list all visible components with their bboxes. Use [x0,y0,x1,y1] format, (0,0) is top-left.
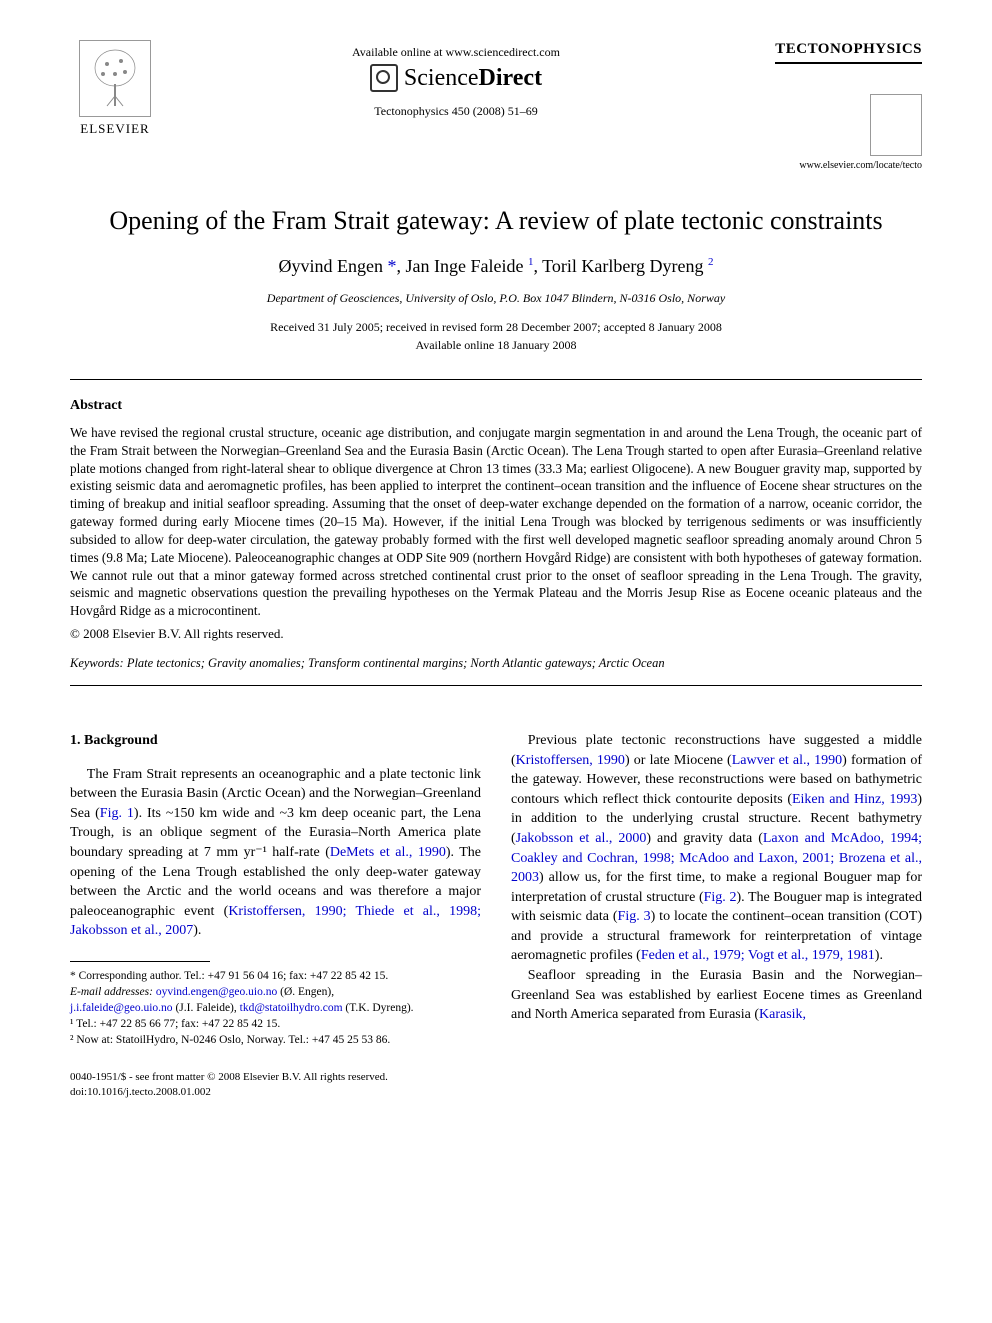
journal-cover-icon [870,94,922,156]
author-2: Jan Inge Faleide [405,256,523,276]
keywords-text: Plate tectonics; Gravity anomalies; Tran… [124,656,665,670]
author-1: Øyvind Engen [279,256,383,276]
affiliation: Department of Geosciences, University of… [70,291,922,306]
email-line-2: j.i.faleide@geo.uio.no (J.I. Faleide), t… [70,1000,481,1016]
journal-name: TECTONOPHYSICS [775,41,922,64]
publisher-name: ELSEVIER [80,121,149,137]
email-3[interactable]: tkd@statoilhydro.com [240,1002,343,1014]
abstract-heading: Abstract [70,398,922,414]
available-online-text: Available online at www.sciencedirect.co… [160,45,752,60]
column-left: 1. Background The Fram Strait represents… [70,731,481,1099]
center-header: Available online at www.sciencedirect.co… [160,40,752,119]
fig2-link[interactable]: Fig. 2 [704,890,737,905]
footer-line-1: 0040-1951/$ - see front matter © 2008 El… [70,1071,388,1083]
section-1-heading: 1. Background [70,731,481,751]
ref-lawver-link[interactable]: Lawver et al., 1990 [732,753,842,768]
email-label: E-mail addresses: [70,986,153,998]
footnote-2: ² Now at: StatoilHydro, N-0246 Oslo, Nor… [70,1032,481,1048]
sciencedirect-icon [370,64,398,92]
ref-kristoffersen2-link[interactable]: Kristoffersen, 1990 [516,753,625,768]
fig1-link[interactable]: Fig. 1 [100,806,134,821]
email-1[interactable]: oyvind.engen@geo.uio.no [156,986,277,998]
sciencedirect-logo: ScienceDirect [160,64,752,92]
keywords-line: Keywords: Plate tectonics; Gravity anoma… [70,656,922,671]
page-container: ELSEVIER Available online at www.science… [0,0,992,1129]
article-dates: Received 31 July 2005; received in revis… [70,318,922,354]
footnote-rule [70,961,210,962]
body-columns: 1. Background The Fram Strait represents… [70,731,922,1099]
copyright-line: © 2008 Elsevier B.V. All rights reserved… [70,626,922,642]
dates-line-1: Received 31 July 2005; received in revis… [270,320,722,334]
header-row: ELSEVIER Available online at www.science… [70,40,922,171]
ref-eiken-link[interactable]: Eiken and Hinz, 1993 [792,792,917,807]
sd-prefix: Science [404,65,479,91]
ref-feden-link[interactable]: Feden et al., 1979; Vogt et al., 1979, 1… [641,948,875,963]
author-3-mark[interactable]: 2 [704,256,714,276]
rule-bottom [70,685,922,686]
journal-branding: TECTONOPHYSICS www.elsevier.com/locate/t… [752,40,922,171]
journal-reference: Tectonophysics 450 (2008) 51–69 [160,104,752,119]
author-3: Toril Karlberg Dyreng [542,256,703,276]
col2-para-1: Previous plate tectonic reconstructions … [511,731,922,966]
rule-top [70,379,922,380]
sd-suffix: Direct [479,65,543,91]
ref-karasik-link[interactable]: Karasik, [759,1007,806,1022]
author-1-mark[interactable]: * [383,256,397,276]
dates-line-2: Available online 18 January 2008 [415,338,576,352]
ref-jakobsson-link[interactable]: Jakobsson et al., 2000 [516,831,647,846]
author-2-mark[interactable]: 1 [523,256,533,276]
email-2[interactable]: j.i.faleide@geo.uio.no [70,1002,173,1014]
abstract-body: We have revised the regional crustal str… [70,424,922,620]
publisher-logo: ELSEVIER [70,40,160,140]
elsevier-tree-icon [79,40,151,117]
footnotes-block: * Corresponding author. Tel.: +47 91 56 … [70,968,481,1048]
fig3-link[interactable]: Fig. 3 [618,909,651,924]
footer-line-2: doi:10.1016/j.tecto.2008.01.002 [70,1086,211,1098]
sciencedirect-text: ScienceDirect [404,65,542,92]
email-addresses: E-mail addresses: oyvind.engen@geo.uio.n… [70,984,481,1000]
footnote-1: ¹ Tel.: +47 22 85 66 77; fax: +47 22 85 … [70,1016,481,1032]
footer-block: 0040-1951/$ - see front matter © 2008 El… [70,1070,481,1099]
authors-line: Øyvind Engen *, Jan Inge Faleide 1, Tori… [70,256,922,277]
journal-url: www.elsevier.com/locate/tecto [752,160,922,171]
column-right: Previous plate tectonic reconstructions … [511,731,922,1099]
article-title: Opening of the Fram Strait gateway: A re… [70,206,922,236]
col2-para-2: Seafloor spreading in the Eurasia Basin … [511,966,922,1025]
ref-demets-link[interactable]: DeMets et al., 1990 [330,845,446,860]
keywords-label: Keywords: [70,656,124,670]
col1-para-1: The Fram Strait represents an oceanograp… [70,765,481,941]
corresponding-author: * Corresponding author. Tel.: +47 91 56 … [70,968,481,984]
